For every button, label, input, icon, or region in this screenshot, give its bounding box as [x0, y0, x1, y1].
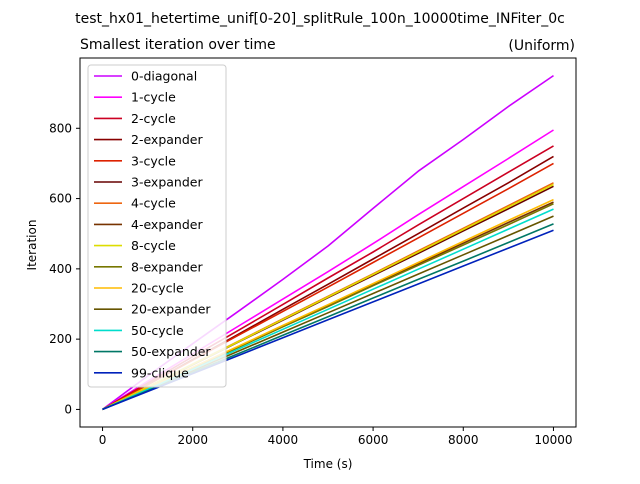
legend-box: [87, 64, 227, 388]
y-tick-label: 600: [49, 192, 72, 206]
legend-label: 0-diagonal: [131, 69, 197, 84]
x-tick-label: 10000: [534, 433, 572, 447]
chart-subtitle: (Uniform): [508, 38, 575, 54]
legend-label: 8-cycle: [131, 238, 176, 253]
x-tick-label: 2000: [177, 433, 208, 447]
x-tick-label: 0: [99, 433, 107, 447]
plot-frame: [79, 57, 577, 428]
x-tick-label: 4000: [268, 433, 299, 447]
x-tick-label: 6000: [358, 433, 389, 447]
legend-label: 50-expander: [131, 344, 211, 359]
legend-label: 8-expander: [131, 259, 203, 274]
legend-label: 4-expander: [131, 217, 203, 232]
legend-label: 20-cycle: [131, 281, 184, 296]
legend-label: 3-cycle: [131, 153, 176, 168]
legend-label: 2-cycle: [131, 111, 176, 126]
y-tick-label: 400: [49, 262, 72, 276]
legend-label: 99-clique: [131, 365, 189, 380]
y-tick-label: 800: [49, 121, 72, 135]
legend-label: 4-cycle: [131, 196, 176, 211]
x-tick-label: 8000: [448, 433, 479, 447]
y-tick-label: 0: [64, 402, 72, 416]
axes: 0 2000 4000 6000 8000 10000 0 200 400 600 800: [49, 57, 577, 447]
legend-label: 3-expander: [131, 175, 203, 190]
y-tick-label: 200: [49, 332, 72, 346]
legend-label: 20-expander: [131, 302, 211, 317]
y-axis-label: Iteration: [25, 220, 39, 271]
figure-suptitle: test_hx01_hetertime_unif[0-20]_splitRule…: [75, 11, 565, 27]
legend-label: 2-expander: [131, 132, 203, 147]
legend-label: 1-cycle: [131, 90, 176, 105]
chart-title: Smallest iteration over time: [80, 37, 276, 53]
legend-label: 50-cycle: [131, 323, 184, 338]
legend: 0-diagonal 1-cycle 2-cycle 2-expander 3-cycl…: [87, 64, 227, 388]
x-axis-label: Time (s): [303, 457, 353, 471]
